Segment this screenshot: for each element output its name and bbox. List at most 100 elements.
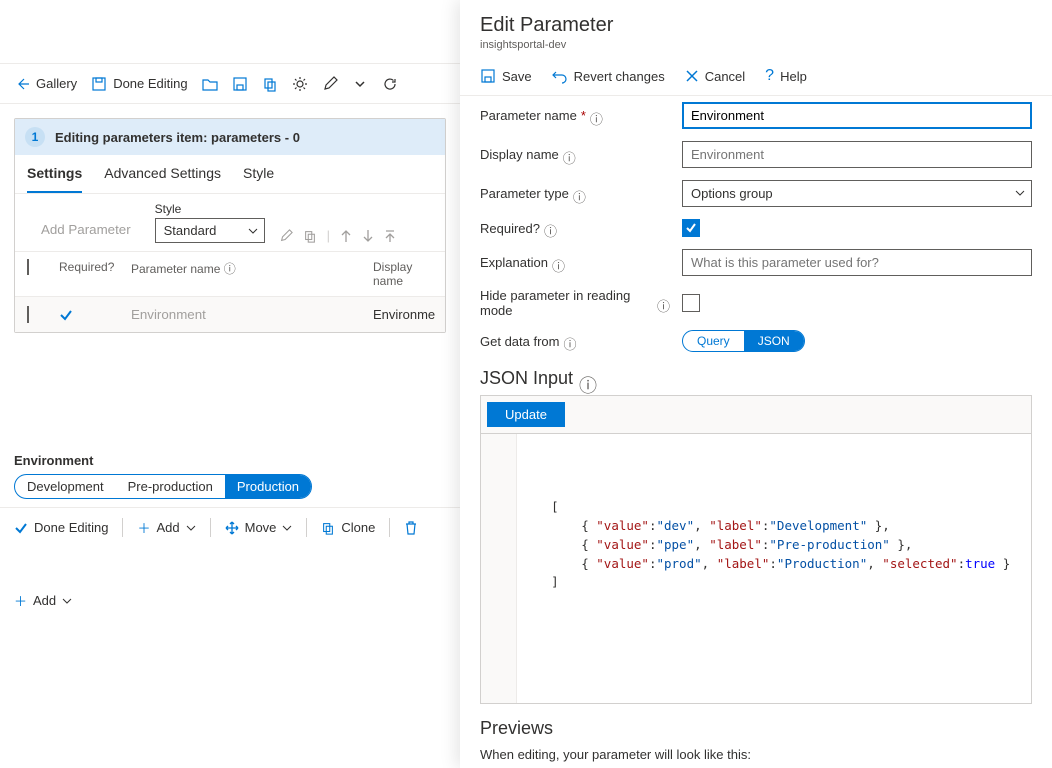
update-button[interactable]: Update [487,402,565,427]
panel-header: Edit Parameter insightsportal-dev [460,0,1052,57]
select-all-checkbox[interactable] [27,259,29,275]
previews-desc: When editing, your parameter will look l… [480,747,1032,762]
undo-icon [552,68,568,84]
clone-button[interactable]: Clone [321,518,375,537]
data-source-toggle: Query JSON [682,330,805,352]
panel-header: 1 Editing parameters item: parameters - … [15,119,445,155]
environment-preview: Environment Development Pre-production P… [0,453,460,499]
style-label: Style [155,202,265,216]
arrow-up-icon[interactable] [340,229,352,243]
env-option-prod[interactable]: Production [225,475,311,498]
chevron-down-icon [282,523,292,533]
col-required: Required? [59,260,119,288]
save-icon [480,68,496,84]
previews-heading: Previews [480,718,1032,739]
tabs-row: Settings Advanced Settings Style [15,155,445,194]
environment-label: Environment [14,453,446,468]
explanation-input[interactable] [682,249,1032,276]
save-button[interactable]: Save [480,67,532,85]
tab-settings[interactable]: Settings [27,155,82,193]
json-toolbar: Update [480,395,1032,434]
item-action-row: Done Editing ＋Add Move Clone [0,507,460,547]
env-option-ppe[interactable]: Pre-production [116,475,225,498]
hide-row: Hide parameter in reading mode ⓘ [460,282,1052,324]
arrow-down-icon[interactable] [362,229,374,243]
col-param-name: Parameter name ⓘ [131,260,361,288]
open-icon[interactable] [202,76,218,92]
info-icon: ⓘ [563,334,577,348]
required-label: Required? ⓘ [480,221,670,236]
info-icon: ⓘ [657,296,670,310]
info-icon: ⓘ [552,256,566,270]
toggle-json[interactable]: JSON [744,331,804,351]
refresh-icon[interactable] [382,76,398,92]
edit-icon[interactable] [279,229,293,243]
chevron-down-icon [1015,188,1025,198]
info-icon: ⓘ [224,262,236,276]
get-data-label: Get data from ⓘ [480,334,670,349]
param-name-label: Parameter name * ⓘ [480,108,670,123]
copy-icon[interactable] [262,76,278,92]
add-item-button[interactable]: ＋ Add [0,577,460,624]
hide-label: Hide parameter in reading mode ⓘ [480,288,670,318]
move-button[interactable]: Move [225,518,293,537]
chevron-down-icon [62,596,72,606]
env-option-dev[interactable]: Development [15,475,116,498]
style-row: Add Parameter Style Standard | [15,194,445,251]
param-type-label: Parameter type ⓘ [480,186,670,201]
save-icon[interactable] [232,76,248,92]
display-name-input[interactable] [682,141,1032,168]
col-display-name: Display name [373,260,433,288]
revert-button[interactable]: Revert changes [552,67,665,85]
json-editor[interactable]: [ { "value":"dev", "label":"Development"… [480,434,1032,704]
explanation-label: Explanation ⓘ [480,255,670,270]
environment-options: Development Pre-production Production [14,474,312,499]
style-dropdown[interactable]: Standard [155,218,265,243]
plus-icon: ＋ [14,591,27,610]
required-checkbox[interactable] [682,219,700,237]
add-parameter-button[interactable]: Add Parameter [27,216,145,243]
gallery-link[interactable]: Gallery [14,76,77,92]
required-row: Required? ⓘ [460,213,1052,243]
chevron-down-icon[interactable] [352,76,368,92]
move-icon [225,521,239,535]
param-type-select[interactable]: Options group [682,180,1032,207]
arrow-top-icon[interactable] [384,229,396,243]
clone-icon [321,521,335,535]
tab-style[interactable]: Style [243,155,274,193]
info-icon: ⓘ [573,187,587,201]
done-editing-button[interactable]: Done Editing [14,518,108,537]
plus-icon: ＋ [137,518,150,537]
display-name-row: Display name ⓘ [460,135,1052,174]
param-name-input[interactable] [682,102,1032,129]
param-name-cell[interactable] [131,307,361,322]
param-name-row: Parameter name * ⓘ [460,96,1052,135]
arrow-left-icon [14,76,30,92]
top-spacer [0,0,460,64]
grid-action-icons: | [275,228,396,243]
trash-icon [404,521,418,535]
grid-header: Required? Parameter name ⓘ Display name [15,251,445,297]
add-button[interactable]: ＋Add [137,518,195,537]
help-button[interactable]: ?Help [765,67,807,85]
tab-advanced[interactable]: Advanced Settings [104,155,221,193]
gear-icon[interactable] [292,76,308,92]
required-check-icon [59,308,119,322]
param-type-row: Parameter type ⓘ Options group [460,174,1052,213]
hide-checkbox[interactable] [682,294,700,312]
edit-icon[interactable] [322,76,338,92]
done-editing-link[interactable]: Done Editing [91,76,187,92]
panel-title: Editing parameters item: parameters - 0 [55,130,300,145]
copy-icon[interactable] [303,229,317,243]
table-row[interactable]: Environme [15,297,445,332]
save-disk-icon [91,76,107,92]
close-icon [685,69,699,83]
cancel-button[interactable]: Cancel [685,67,745,85]
delete-button[interactable] [404,518,418,537]
json-input-heading: JSON Input ⓘ [460,358,1052,395]
parameters-panel: 1 Editing parameters item: parameters - … [14,118,446,333]
toggle-query[interactable]: Query [683,331,744,351]
display-name-label: Display name ⓘ [480,147,670,162]
row-checkbox[interactable] [27,306,29,323]
style-dropdown-col: Style Standard [155,202,265,243]
